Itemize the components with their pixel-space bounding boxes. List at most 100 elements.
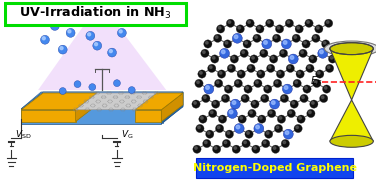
Circle shape xyxy=(246,87,248,89)
Circle shape xyxy=(218,26,221,29)
Circle shape xyxy=(330,56,333,59)
Circle shape xyxy=(252,145,260,153)
Circle shape xyxy=(232,56,235,59)
Ellipse shape xyxy=(330,135,373,147)
Circle shape xyxy=(314,81,317,83)
Circle shape xyxy=(254,79,262,88)
Circle shape xyxy=(324,19,333,27)
Circle shape xyxy=(296,126,298,129)
Circle shape xyxy=(307,21,309,23)
Circle shape xyxy=(204,141,207,144)
Circle shape xyxy=(290,56,294,59)
Circle shape xyxy=(118,28,126,37)
Circle shape xyxy=(308,66,310,68)
Circle shape xyxy=(310,100,318,108)
Circle shape xyxy=(237,70,245,78)
Circle shape xyxy=(42,37,45,40)
Circle shape xyxy=(208,64,216,73)
Circle shape xyxy=(60,47,63,50)
Circle shape xyxy=(285,131,289,134)
Circle shape xyxy=(318,72,320,74)
Circle shape xyxy=(192,100,200,108)
Circle shape xyxy=(262,96,265,99)
Circle shape xyxy=(245,130,253,138)
Circle shape xyxy=(284,129,293,139)
Circle shape xyxy=(220,117,223,119)
Circle shape xyxy=(250,55,258,63)
Circle shape xyxy=(248,21,250,23)
Circle shape xyxy=(290,100,298,108)
Circle shape xyxy=(214,147,217,149)
Circle shape xyxy=(270,99,279,109)
Circle shape xyxy=(273,147,276,149)
Circle shape xyxy=(271,101,275,104)
Circle shape xyxy=(214,102,216,104)
Circle shape xyxy=(50,22,59,30)
Polygon shape xyxy=(135,110,161,122)
Circle shape xyxy=(206,42,208,44)
Circle shape xyxy=(278,72,281,74)
Circle shape xyxy=(285,19,293,27)
Circle shape xyxy=(109,50,112,53)
Circle shape xyxy=(240,117,242,119)
Circle shape xyxy=(262,51,264,53)
Polygon shape xyxy=(21,92,183,109)
Circle shape xyxy=(257,70,265,78)
Circle shape xyxy=(218,115,227,123)
Circle shape xyxy=(226,19,235,27)
Circle shape xyxy=(289,111,291,114)
Circle shape xyxy=(305,19,313,27)
Circle shape xyxy=(252,56,254,59)
Polygon shape xyxy=(76,93,97,122)
Circle shape xyxy=(326,21,329,23)
Circle shape xyxy=(254,147,256,149)
Circle shape xyxy=(247,64,255,73)
Circle shape xyxy=(256,125,259,129)
Circle shape xyxy=(255,36,257,38)
FancyBboxPatch shape xyxy=(5,3,186,25)
Circle shape xyxy=(305,87,307,89)
Circle shape xyxy=(201,49,209,57)
Circle shape xyxy=(68,30,71,33)
Polygon shape xyxy=(21,109,163,123)
Circle shape xyxy=(113,80,121,87)
Circle shape xyxy=(312,34,320,42)
Polygon shape xyxy=(21,110,76,122)
Circle shape xyxy=(280,94,288,103)
Circle shape xyxy=(266,19,274,27)
Circle shape xyxy=(203,139,211,148)
Circle shape xyxy=(282,39,291,49)
Circle shape xyxy=(298,72,301,74)
Circle shape xyxy=(228,21,231,23)
Circle shape xyxy=(301,51,304,53)
Circle shape xyxy=(304,42,306,44)
Circle shape xyxy=(256,81,258,83)
Circle shape xyxy=(251,100,259,108)
Circle shape xyxy=(311,102,314,104)
Circle shape xyxy=(313,79,321,88)
Circle shape xyxy=(227,132,230,134)
Circle shape xyxy=(309,55,317,63)
Circle shape xyxy=(266,64,275,73)
Circle shape xyxy=(204,40,212,48)
Circle shape xyxy=(214,79,223,88)
Circle shape xyxy=(227,64,235,73)
Circle shape xyxy=(119,30,122,33)
Circle shape xyxy=(219,72,222,74)
Circle shape xyxy=(86,31,95,40)
Circle shape xyxy=(328,55,337,63)
Circle shape xyxy=(288,66,291,68)
Circle shape xyxy=(299,117,301,119)
Circle shape xyxy=(222,50,225,54)
Polygon shape xyxy=(163,92,183,123)
Circle shape xyxy=(217,25,225,33)
Circle shape xyxy=(222,94,229,103)
Circle shape xyxy=(196,124,204,133)
Circle shape xyxy=(194,102,196,104)
Circle shape xyxy=(226,87,229,89)
Circle shape xyxy=(249,66,251,68)
Circle shape xyxy=(240,49,248,57)
Circle shape xyxy=(128,87,135,94)
Circle shape xyxy=(264,41,267,44)
Circle shape xyxy=(299,49,307,57)
